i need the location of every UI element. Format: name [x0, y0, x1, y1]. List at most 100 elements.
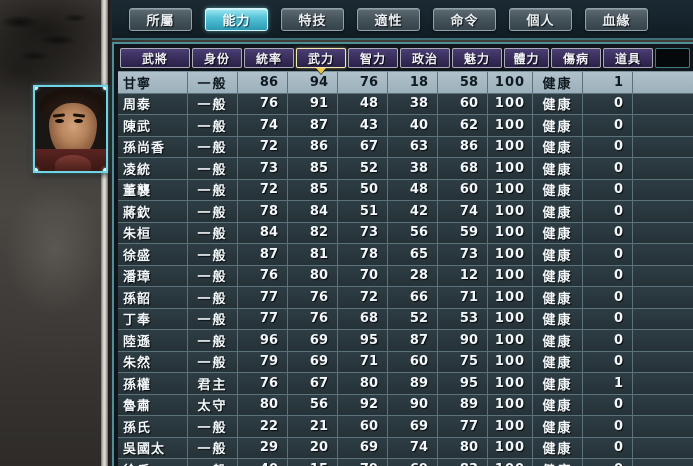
- cell-cha: 53: [438, 308, 488, 329]
- table-row[interactable]: 丁奉 一般 77 76 68 52 53 100 健康 0: [118, 308, 693, 330]
- table-row[interactable]: 蔣欽 一般 78 84 51 42 74 100 健康 0: [118, 201, 693, 223]
- column-header-hp[interactable]: 體力: [504, 48, 549, 68]
- cell-items: 0: [583, 308, 633, 329]
- table-row[interactable]: 徐氏一般4015796983100健康0: [118, 459, 693, 466]
- table-row[interactable]: 潘璋 一般 76 80 70 28 12 100 健康 0: [118, 265, 693, 287]
- cell-status: 一般: [188, 351, 238, 372]
- cell-war: 56: [288, 394, 338, 415]
- column-header-int[interactable]: 智力: [348, 48, 398, 68]
- table-row[interactable]: 朱然 一般 79 69 71 60 75 100 健康 0: [118, 351, 693, 373]
- cell-hp: 100: [488, 158, 533, 179]
- column-header-label: 武將: [141, 51, 168, 66]
- column-header-cha[interactable]: 魅力: [452, 48, 502, 68]
- tab-3[interactable]: 適性: [357, 7, 420, 31]
- cell-name: 董襲: [118, 179, 188, 200]
- cell-cha: 74: [438, 201, 488, 222]
- table-row[interactable]: 孫韶 一般 77 76 72 66 71 100 健康 0: [118, 287, 693, 309]
- column-header-status[interactable]: 身份: [192, 48, 242, 68]
- table-row[interactable]: 魯肅 太守 80 56 92 90 89 100 健康 0: [118, 394, 693, 416]
- officer-portrait-frame[interactable]: [33, 85, 108, 173]
- cell-name: 朱桓: [118, 222, 188, 243]
- cell-name: 陳武: [118, 115, 188, 136]
- portrait-corner-handle-br: [103, 168, 106, 171]
- cell-health: 健康: [533, 72, 583, 93]
- cell-cha: 60: [438, 93, 488, 114]
- table-row[interactable]: 甘寧 一般 86 94 76 18 58 100 健康 1: [118, 72, 693, 94]
- cell-pol: 60: [388, 351, 438, 372]
- cell-pol: 18: [388, 72, 438, 93]
- column-header-label: 傷病: [562, 51, 589, 66]
- cell-lead: 80: [238, 394, 288, 415]
- cell-spacer: [633, 352, 693, 373]
- cell-pol: 42: [388, 201, 438, 222]
- cell-int: 80: [338, 373, 388, 394]
- table-row[interactable]: 董襲 一般 72 85 50 48 60 100 健康 0: [118, 179, 693, 201]
- cell-war: 67: [288, 373, 338, 394]
- cell-lead: 87: [238, 244, 288, 265]
- column-header-name[interactable]: 武將: [120, 48, 190, 68]
- cell-health: 健康: [533, 351, 583, 372]
- cell-spacer: [633, 438, 693, 459]
- list-filter-field[interactable]: [655, 48, 690, 68]
- cell-status: 一般: [188, 459, 238, 466]
- table-row[interactable]: 孫氏 一般 22 21 60 69 77 100 健康 0: [118, 416, 693, 438]
- cell-lead: 76: [238, 373, 288, 394]
- cell-items: 0: [583, 158, 633, 179]
- column-header-pol[interactable]: 政治: [400, 48, 450, 68]
- table-row[interactable]: 陸遜 一般 96 69 95 87 90 100 健康 0: [118, 330, 693, 352]
- cell-spacer: [633, 180, 693, 201]
- cell-hp: 100: [488, 115, 533, 136]
- cell-name: 凌統: [118, 158, 188, 179]
- officer-table-body: 甘寧 一般 86 94 76 18 58 100 健康 1 周泰 一般 76 91 48 38 60 100 健康 0…: [118, 71, 693, 466]
- tab-6[interactable]: 血緣: [585, 7, 648, 31]
- table-row[interactable]: 朱桓 一般 84 82 73 56 59 100 健康 0: [118, 222, 693, 244]
- cell-items: 1: [583, 72, 633, 93]
- cell-status: 一般: [188, 416, 238, 437]
- cell-int: 76: [338, 72, 388, 93]
- cell-health: 健康: [533, 201, 583, 222]
- table-row[interactable]: 孫權 君主 76 67 80 89 95 100 健康 1: [118, 373, 693, 395]
- cell-pol: 38: [388, 93, 438, 114]
- cell-pol: 69: [388, 459, 438, 466]
- portrait-corner-handle-tl: [35, 87, 38, 90]
- tab-4[interactable]: 命令: [433, 7, 496, 31]
- cell-war: 21: [288, 416, 338, 437]
- tab-0[interactable]: 所屬: [129, 7, 192, 31]
- portrait-eye-left: [55, 119, 64, 123]
- column-header-items[interactable]: 道具: [603, 48, 653, 68]
- table-row[interactable]: 周泰 一般 76 91 48 38 60 100 健康 0: [118, 93, 693, 115]
- cell-name: 孫氏: [118, 416, 188, 437]
- cell-spacer: [633, 223, 693, 244]
- column-header-lead[interactable]: 統率: [244, 48, 294, 68]
- tab-1[interactable]: 能力: [205, 7, 268, 31]
- cell-spacer: [633, 395, 693, 416]
- cell-status: 一般: [188, 330, 238, 351]
- cell-lead: 86: [238, 72, 288, 93]
- cell-pol: 89: [388, 373, 438, 394]
- cell-int: 50: [338, 179, 388, 200]
- cell-spacer: [633, 330, 693, 351]
- tab-5[interactable]: 個人: [509, 7, 572, 31]
- table-row[interactable]: 吳國太 一般 29 20 69 74 80 100 健康 0: [118, 437, 693, 459]
- cell-int: 79: [338, 459, 388, 466]
- table-row[interactable]: 陳武 一般 74 87 43 40 62 100 健康 0: [118, 115, 693, 137]
- table-row[interactable]: 孫尚香 一般 72 86 67 63 86 100 健康 0: [118, 136, 693, 158]
- cell-health: 健康: [533, 330, 583, 351]
- cell-pol: 65: [388, 244, 438, 265]
- cell-health: 健康: [533, 459, 583, 466]
- column-header-health[interactable]: 傷病: [551, 48, 601, 68]
- cell-int: 92: [338, 394, 388, 415]
- cell-pol: 38: [388, 158, 438, 179]
- portrait-corner-handle-bl: [35, 168, 38, 171]
- cell-war: 80: [288, 265, 338, 286]
- cell-status: 一般: [188, 179, 238, 200]
- tab-2[interactable]: 特技: [281, 7, 344, 31]
- column-header-label: 智力: [359, 51, 386, 66]
- cell-name: 徐盛: [118, 244, 188, 265]
- cell-int: 72: [338, 287, 388, 308]
- table-row[interactable]: 徐盛 一般 87 81 78 65 73 100 健康 0: [118, 244, 693, 266]
- column-header-label: 身份: [203, 51, 230, 66]
- column-header-war[interactable]: 武力: [296, 48, 346, 74]
- cell-spacer: [633, 72, 693, 93]
- table-row[interactable]: 凌統 一般 73 85 52 38 68 100 健康 0: [118, 158, 693, 180]
